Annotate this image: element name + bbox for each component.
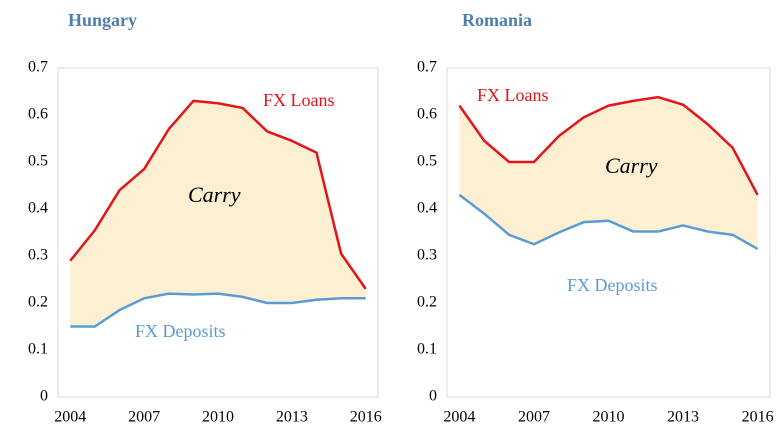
plot-frame [446, 67, 771, 398]
panel-title: Romania [462, 10, 532, 30]
series-line [458, 193, 759, 251]
y-tick-label: 0.4 [28, 200, 48, 217]
series-line [458, 95, 759, 196]
series-label: FX Deposits [135, 321, 226, 341]
y-tick-label: 0.6 [28, 106, 48, 123]
y-tick-label: 0.5 [417, 153, 437, 170]
annotation: Carry [188, 182, 241, 207]
y-tick-label: 0.2 [28, 294, 48, 311]
y-tick-label: 0.7 [28, 59, 48, 76]
x-tick-label: 2016 [350, 409, 382, 426]
y-tick-label: 0.7 [417, 59, 437, 76]
y-tick-label: 0.3 [28, 247, 48, 264]
series-label: FX Loans [263, 90, 335, 110]
x-tick-label: 2004 [443, 409, 475, 426]
annotation: Carry [605, 153, 658, 178]
series-line [69, 99, 367, 290]
y-tick-label: 0 [40, 388, 48, 405]
x-tick-label: 2007 [128, 409, 160, 426]
x-tick-label: 2013 [276, 409, 308, 426]
y-tick-label: 0.2 [417, 294, 437, 311]
y-tick-label: 0.5 [28, 153, 48, 170]
x-tick-label: 2013 [667, 409, 699, 426]
carry-area [70, 100, 366, 327]
y-tick-label: 0.1 [417, 341, 437, 358]
x-tick-label: 2004 [54, 409, 86, 426]
y-tick-label: 0.1 [28, 341, 48, 358]
series-line [70, 292, 366, 328]
x-tick-label: 2016 [742, 409, 774, 426]
x-tick-label: 2010 [593, 409, 625, 426]
y-tick-label: 0.4 [417, 200, 437, 217]
x-tick-label: 2007 [518, 409, 550, 426]
x-tick-label: 2010 [202, 409, 234, 426]
carry-area [459, 97, 758, 249]
y-tick-label: 0 [429, 388, 437, 405]
y-tick-label: 0.3 [417, 247, 437, 264]
plot-frame [57, 67, 379, 398]
series-label: FX Loans [477, 85, 549, 105]
series-label: FX Deposits [567, 275, 658, 295]
panel-title: Hungary [68, 10, 137, 30]
y-tick-label: 0.6 [417, 106, 437, 123]
